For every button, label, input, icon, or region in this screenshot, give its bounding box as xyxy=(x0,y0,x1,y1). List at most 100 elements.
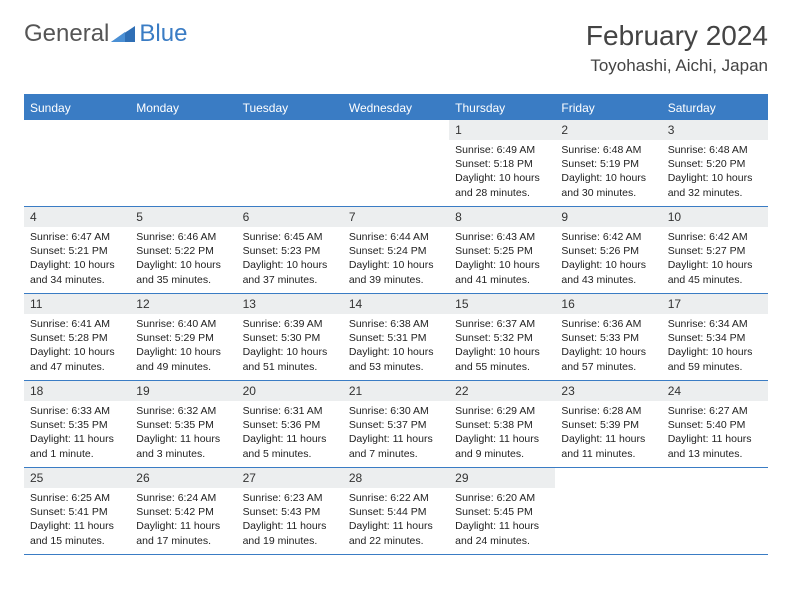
day-body: Sunrise: 6:34 AMSunset: 5:34 PMDaylight:… xyxy=(662,314,768,378)
daylight-text: Daylight: 10 hours and 57 minutes. xyxy=(561,345,655,373)
day-cell: 24Sunrise: 6:27 AMSunset: 5:40 PMDayligh… xyxy=(662,381,768,467)
sunrise-text: Sunrise: 6:40 AM xyxy=(136,317,230,331)
daylight-text: Daylight: 11 hours and 19 minutes. xyxy=(243,519,337,547)
day-number: 20 xyxy=(237,381,343,401)
day-body: Sunrise: 6:32 AMSunset: 5:35 PMDaylight:… xyxy=(130,401,236,465)
sunrise-text: Sunrise: 6:32 AM xyxy=(136,404,230,418)
sunset-text: Sunset: 5:38 PM xyxy=(455,418,549,432)
day-body: Sunrise: 6:49 AMSunset: 5:18 PMDaylight:… xyxy=(449,140,555,204)
logo-text-1: General xyxy=(24,20,109,48)
sunset-text: Sunset: 5:35 PM xyxy=(136,418,230,432)
day-cell: 25Sunrise: 6:25 AMSunset: 5:41 PMDayligh… xyxy=(24,468,130,554)
daylight-text: Daylight: 11 hours and 15 minutes. xyxy=(30,519,124,547)
daylight-text: Daylight: 10 hours and 30 minutes. xyxy=(561,171,655,199)
day-number: 25 xyxy=(24,468,130,488)
day-body: Sunrise: 6:44 AMSunset: 5:24 PMDaylight:… xyxy=(343,227,449,291)
sunrise-text: Sunrise: 6:47 AM xyxy=(30,230,124,244)
sunrise-text: Sunrise: 6:45 AM xyxy=(243,230,337,244)
day-number: 22 xyxy=(449,381,555,401)
sunset-text: Sunset: 5:19 PM xyxy=(561,157,655,171)
day-number: 23 xyxy=(555,381,661,401)
day-number xyxy=(24,120,130,139)
sunset-text: Sunset: 5:30 PM xyxy=(243,331,337,345)
day-body: Sunrise: 6:45 AMSunset: 5:23 PMDaylight:… xyxy=(237,227,343,291)
day-body: Sunrise: 6:47 AMSunset: 5:21 PMDaylight:… xyxy=(24,227,130,291)
sunrise-text: Sunrise: 6:22 AM xyxy=(349,491,443,505)
daylight-text: Daylight: 10 hours and 32 minutes. xyxy=(668,171,762,199)
day-number: 28 xyxy=(343,468,449,488)
daylight-text: Daylight: 11 hours and 5 minutes. xyxy=(243,432,337,460)
day-body: Sunrise: 6:41 AMSunset: 5:28 PMDaylight:… xyxy=(24,314,130,378)
sunrise-text: Sunrise: 6:44 AM xyxy=(349,230,443,244)
month-title: February 2024 xyxy=(586,20,768,52)
daylight-text: Daylight: 10 hours and 47 minutes. xyxy=(30,345,124,373)
sunrise-text: Sunrise: 6:43 AM xyxy=(455,230,549,244)
daylight-text: Daylight: 10 hours and 45 minutes. xyxy=(668,258,762,286)
day-cell: 3Sunrise: 6:48 AMSunset: 5:20 PMDaylight… xyxy=(662,120,768,206)
day-cell: 11Sunrise: 6:41 AMSunset: 5:28 PMDayligh… xyxy=(24,294,130,380)
sunrise-text: Sunrise: 6:42 AM xyxy=(561,230,655,244)
day-cell: 2Sunrise: 6:48 AMSunset: 5:19 PMDaylight… xyxy=(555,120,661,206)
daylight-text: Daylight: 10 hours and 51 minutes. xyxy=(243,345,337,373)
sunset-text: Sunset: 5:22 PM xyxy=(136,244,230,258)
day-number: 18 xyxy=(24,381,130,401)
day-body: Sunrise: 6:42 AMSunset: 5:26 PMDaylight:… xyxy=(555,227,661,291)
calendar: Sunday Monday Tuesday Wednesday Thursday… xyxy=(24,94,768,555)
sunset-text: Sunset: 5:43 PM xyxy=(243,505,337,519)
day-number xyxy=(555,468,661,487)
weekday: Saturday xyxy=(662,96,768,120)
day-cell xyxy=(24,120,130,206)
weekday: Monday xyxy=(130,96,236,120)
sunset-text: Sunset: 5:29 PM xyxy=(136,331,230,345)
sunrise-text: Sunrise: 6:39 AM xyxy=(243,317,337,331)
day-number: 12 xyxy=(130,294,236,314)
logo-mark-icon xyxy=(111,24,137,44)
day-cell: 5Sunrise: 6:46 AMSunset: 5:22 PMDaylight… xyxy=(130,207,236,293)
sunset-text: Sunset: 5:32 PM xyxy=(455,331,549,345)
day-number: 16 xyxy=(555,294,661,314)
week-row: 25Sunrise: 6:25 AMSunset: 5:41 PMDayligh… xyxy=(24,468,768,555)
day-body: Sunrise: 6:37 AMSunset: 5:32 PMDaylight:… xyxy=(449,314,555,378)
day-number: 11 xyxy=(24,294,130,314)
sunset-text: Sunset: 5:39 PM xyxy=(561,418,655,432)
weekday: Thursday xyxy=(449,96,555,120)
day-cell: 21Sunrise: 6:30 AMSunset: 5:37 PMDayligh… xyxy=(343,381,449,467)
day-cell: 7Sunrise: 6:44 AMSunset: 5:24 PMDaylight… xyxy=(343,207,449,293)
sunset-text: Sunset: 5:45 PM xyxy=(455,505,549,519)
daylight-text: Daylight: 10 hours and 37 minutes. xyxy=(243,258,337,286)
title-block: February 2024 Toyohashi, Aichi, Japan xyxy=(586,20,768,76)
header: General Blue February 2024 Toyohashi, Ai… xyxy=(24,20,768,76)
day-number: 19 xyxy=(130,381,236,401)
sunrise-text: Sunrise: 6:25 AM xyxy=(30,491,124,505)
sunset-text: Sunset: 5:42 PM xyxy=(136,505,230,519)
day-body: Sunrise: 6:40 AMSunset: 5:29 PMDaylight:… xyxy=(130,314,236,378)
location: Toyohashi, Aichi, Japan xyxy=(586,56,768,76)
day-cell: 20Sunrise: 6:31 AMSunset: 5:36 PMDayligh… xyxy=(237,381,343,467)
daylight-text: Daylight: 10 hours and 34 minutes. xyxy=(30,258,124,286)
day-cell xyxy=(237,120,343,206)
day-body: Sunrise: 6:46 AMSunset: 5:22 PMDaylight:… xyxy=(130,227,236,291)
day-cell: 18Sunrise: 6:33 AMSunset: 5:35 PMDayligh… xyxy=(24,381,130,467)
sunrise-text: Sunrise: 6:27 AM xyxy=(668,404,762,418)
day-cell xyxy=(662,468,768,554)
sunset-text: Sunset: 5:21 PM xyxy=(30,244,124,258)
day-number: 17 xyxy=(662,294,768,314)
day-number: 24 xyxy=(662,381,768,401)
day-body: Sunrise: 6:31 AMSunset: 5:36 PMDaylight:… xyxy=(237,401,343,465)
day-body: Sunrise: 6:42 AMSunset: 5:27 PMDaylight:… xyxy=(662,227,768,291)
day-number: 3 xyxy=(662,120,768,140)
sunset-text: Sunset: 5:27 PM xyxy=(668,244,762,258)
weeks-container: 1Sunrise: 6:49 AMSunset: 5:18 PMDaylight… xyxy=(24,120,768,555)
sunrise-text: Sunrise: 6:29 AM xyxy=(455,404,549,418)
day-cell: 28Sunrise: 6:22 AMSunset: 5:44 PMDayligh… xyxy=(343,468,449,554)
weekday: Wednesday xyxy=(343,96,449,120)
weekday-header: Sunday Monday Tuesday Wednesday Thursday… xyxy=(24,96,768,120)
day-body: Sunrise: 6:25 AMSunset: 5:41 PMDaylight:… xyxy=(24,488,130,552)
daylight-text: Daylight: 10 hours and 59 minutes. xyxy=(668,345,762,373)
day-number xyxy=(130,120,236,139)
daylight-text: Daylight: 11 hours and 9 minutes. xyxy=(455,432,549,460)
day-cell: 23Sunrise: 6:28 AMSunset: 5:39 PMDayligh… xyxy=(555,381,661,467)
sunrise-text: Sunrise: 6:30 AM xyxy=(349,404,443,418)
day-cell: 16Sunrise: 6:36 AMSunset: 5:33 PMDayligh… xyxy=(555,294,661,380)
day-number: 29 xyxy=(449,468,555,488)
